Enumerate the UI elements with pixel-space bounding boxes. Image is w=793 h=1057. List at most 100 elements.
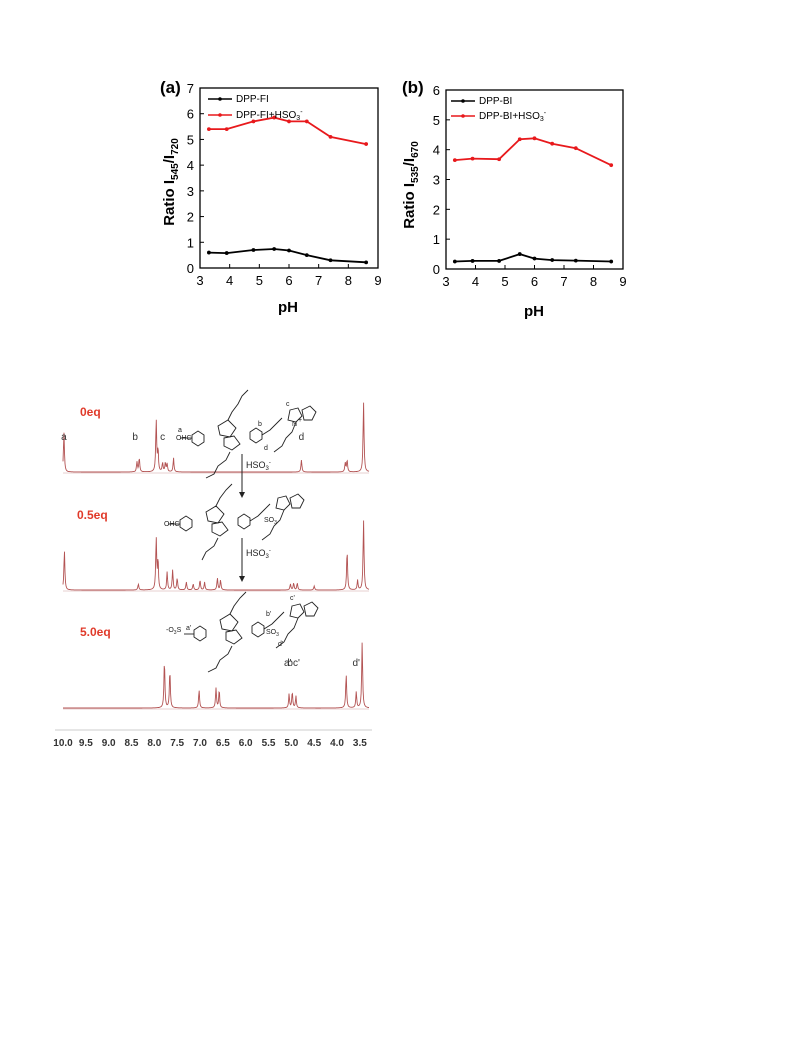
struct3-o3s: -O3S <box>166 627 182 636</box>
y-axis-title-a-sub2: 720 <box>170 138 181 155</box>
legend-b: DPP-BI DPP-BI+HSO3- <box>451 96 547 123</box>
y-axis-title-a: Ratio I545/I720 <box>161 138 181 226</box>
chart-a-series-0-point-6 <box>328 258 333 263</box>
chart-a-series-1-point-3 <box>272 115 277 120</box>
chart-b-y-tick-label-3: 3 <box>433 173 440 188</box>
chart-a-series-0-point-4 <box>287 248 291 253</box>
chart-b-y-tick-label-6: 6 <box>433 83 440 98</box>
struct2-so3-sub: 3 <box>274 520 277 526</box>
y-axis-title-b-sub1: 535 <box>410 166 421 183</box>
chart-b-series-1-point-3 <box>517 137 522 142</box>
chart-a-y-tick-label-1: 1 <box>187 235 194 250</box>
nmr-x-tick-label-0: 10.0 <box>53 738 73 749</box>
chart-a-series-0-point-0 <box>207 250 211 255</box>
chart-b-series-0-point-0 <box>452 259 457 264</box>
chart-b-y-tick-label-1: 1 <box>433 232 440 247</box>
reaction-arrow-2: HSO3- <box>239 538 271 582</box>
struct3-label-c: c' <box>290 595 295 602</box>
y-axis-title-a-main: Ratio I <box>161 180 178 226</box>
nmr-spectra: a b c da'bc' d'10.0 9.5 9.0 8.5 8.0 7.5 7.0 6.5 6.0 5… <box>53 389 372 749</box>
chart-a-series-1-point-5 <box>304 119 309 124</box>
y-axis-title-b: Ratio I535/I670 <box>401 141 421 229</box>
chart-b-x-tick-label-6: 9 <box>619 274 626 289</box>
molecule-structure-dpp-fi <box>180 389 317 479</box>
reaction-arrow-1: HSO3- <box>239 454 271 498</box>
chart-b-x-tick-label-1: 4 <box>472 274 479 289</box>
chart-b-series-1-point-5 <box>550 141 555 146</box>
struct3-label-a: a' <box>186 625 191 632</box>
struct1-label-a: a <box>178 427 182 434</box>
struct3-so3-main: SO <box>266 629 277 636</box>
struct1-label-d: d <box>264 445 268 452</box>
chart-a-series-1-point-1 <box>224 127 229 132</box>
y-axis-title-a-sep: /I <box>161 155 178 163</box>
nmr-x-tick-label-7: 6.5 <box>216 738 230 749</box>
nmr-x-tick-label-12: 4.0 <box>330 738 344 749</box>
chart-a-y-tick-label-4: 4 <box>187 158 194 173</box>
plot-area-a: 3 4 5 6 7 8 9 0 1 2 3 4 5 6 7 <box>187 81 382 288</box>
struct1-label-c: c <box>286 401 290 408</box>
trace-label-05eq: 0.5eq <box>77 508 108 522</box>
panel-label-a: (a) <box>160 78 181 97</box>
chart-a-series-1-line <box>208 116 367 145</box>
nmr-peak-label-2-0: a' <box>284 658 292 669</box>
chart-b-y-tick-label-0: 0 <box>433 262 440 277</box>
chart-b-series-1-point-2 <box>497 157 501 162</box>
chart-a-x-tick-label-0: 3 <box>196 273 203 288</box>
chart-a-series-0-point-3 <box>272 247 277 251</box>
chart-a-x-tick-label-6: 9 <box>374 273 381 288</box>
x-axis-title-a: pH <box>278 299 298 316</box>
chart-b-x-tick-label-4: 7 <box>560 274 567 289</box>
nmr-x-tick-label-9: 5.5 <box>262 738 276 749</box>
chart-b-series-1-point-6 <box>573 146 578 151</box>
chart-b-x-tick-label-3: 6 <box>531 274 538 289</box>
nmr-x-tick-label-4: 8.0 <box>147 738 161 749</box>
nmr-peak-label-2-2: d' <box>352 658 360 669</box>
legend-b-series2: DPP-BI+HSO3- <box>479 110 547 123</box>
chart-b-y-tick-label-5: 5 <box>433 113 440 128</box>
chart-a-x-tick-label-4: 7 <box>315 273 322 288</box>
struct3-so3: SO3 <box>266 629 279 638</box>
legend-a-series2: DPP-FI+HSO3- <box>236 109 303 122</box>
nmr-x-tick-label-8: 6.0 <box>239 738 253 749</box>
chart-a-series-0-point-1 <box>224 251 229 255</box>
nmr-trace-0 <box>62 402 370 473</box>
struct2-ohc: OHC <box>164 521 180 528</box>
chart-a-series-0-point-2 <box>251 248 256 252</box>
nmr-x-tick-label-6: 7.0 <box>193 738 207 749</box>
reagent-label-1: HSO3- <box>246 460 271 472</box>
chart-a-x-tick-label-1: 4 <box>226 273 233 288</box>
reagent-1-sub: 3 <box>266 466 270 472</box>
struct3-o3s-sub: 3 <box>174 630 177 636</box>
reagent-1-main: HSO <box>246 460 266 470</box>
chart-b-series-0-point-7 <box>609 259 614 264</box>
y-axis-title-b-sub2: 670 <box>410 141 421 158</box>
legend-b-series1: DPP-BI <box>479 96 512 107</box>
nmr-x-tick-label-1: 9.5 <box>79 738 93 749</box>
nmr-peak-label-0-1: b <box>132 432 138 443</box>
struct3-label-d: d' <box>278 641 283 648</box>
y-axis-title-b-main: Ratio I <box>401 183 418 229</box>
legend-b-series2-sub: 3 <box>540 116 544 123</box>
chart-b: (b) 3 4 5 6 7 8 9 0 1 2 3 4 5 6 pH Ratio I535/I670 DP… <box>401 78 627 320</box>
chart-a-y-tick-label-7: 7 <box>187 81 194 96</box>
chart-a-series-1-point-0 <box>207 127 211 132</box>
chart-b-series-0-point-2 <box>497 259 501 263</box>
nmr-x-tick-label-13: 3.5 <box>353 738 367 749</box>
struct3-so3-sub: 3 <box>276 632 279 638</box>
reagent-2-sub: 3 <box>266 554 270 560</box>
struct3-label-b: b' <box>266 611 271 618</box>
x-axis-title-b: pH <box>524 303 544 320</box>
chart-a-series-0-point-7 <box>364 260 369 265</box>
chart-b-series-1-line <box>454 137 612 167</box>
chart-b-x-tick-label-2: 5 <box>501 274 508 289</box>
chart-b-y-tick-label-2: 2 <box>433 202 440 217</box>
struct3-o3s-o: -O <box>166 627 174 634</box>
y-axis-title-a-sub1: 545 <box>170 163 181 180</box>
reagent-2-sup: - <box>269 548 271 554</box>
reagent-label-2: HSO3- <box>246 548 271 560</box>
molecule-structure-adduct-1 <box>168 483 305 561</box>
chart-b-series-1-point-1 <box>470 156 475 161</box>
struct1-label-b: b <box>258 421 262 428</box>
chart-a-x-tick-label-5: 8 <box>345 273 352 288</box>
